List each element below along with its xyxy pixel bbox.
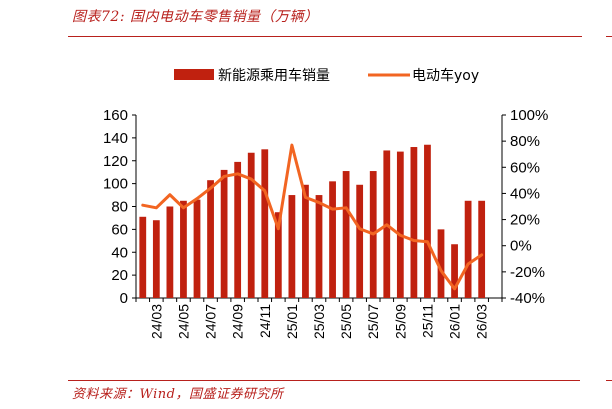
x-tick-label: 25/09: [392, 304, 408, 339]
top-rule-end: [606, 36, 612, 37]
x-tick-label: 26/03: [474, 304, 490, 339]
bar-25/11: [424, 144, 431, 298]
left-tick-label: 20: [111, 267, 128, 284]
bar-26/01: [451, 244, 458, 298]
legend: 新能源乘用车销量 电动车yoy: [174, 67, 479, 84]
bar-24/04: [166, 206, 174, 298]
x-tick-label: 24/09: [230, 304, 246, 339]
bottom-rule: [68, 380, 580, 381]
bottom-rule-end: [606, 380, 612, 381]
right-tick-label: 60%: [510, 159, 540, 176]
right-tick-label: 0%: [510, 238, 532, 255]
bar-26/03: [478, 200, 486, 298]
left-axis-ticks: 0 20 40 60 80 100 120 140 160: [103, 107, 136, 307]
x-tick-label: 26/01: [447, 304, 463, 339]
right-tick-label: 40%: [510, 185, 540, 202]
left-tick-label: 120: [103, 153, 128, 170]
bar-24/06: [193, 199, 201, 298]
bar-25/03: [315, 195, 323, 298]
bar-25/12: [437, 229, 445, 298]
source-note: 资料来源：Wind，国盛证券研究所: [72, 387, 284, 402]
bar-26/02: [464, 200, 472, 298]
right-tick-label: 20%: [510, 212, 540, 229]
x-tick-label: 25/07: [365, 304, 381, 339]
bar-series: [139, 144, 486, 298]
bar-24/09: [234, 161, 242, 298]
chart-area: 新能源乘用车销量 电动车yoy 0 20 40 60 80 100 120 140 160 -4…: [103, 67, 548, 339]
bar-24/07: [207, 180, 214, 298]
bar-25/10: [410, 147, 418, 298]
bar-24/03: [152, 220, 160, 298]
bar-25/09: [396, 151, 404, 298]
left-tick-label: 140: [103, 130, 128, 147]
bar-25/04: [329, 181, 336, 298]
x-tick-label: 25/01: [284, 304, 300, 339]
right-tick-label: 80%: [510, 133, 540, 150]
figure-title: 图表72: 国内电动车零售销量（万辆）: [72, 9, 319, 25]
bar-24/10: [247, 152, 255, 298]
bar-24/05: [180, 200, 187, 298]
legend-label-line: 电动车yoy: [412, 67, 479, 84]
x-tick-label: 24/07: [203, 304, 219, 339]
bar-24/11: [261, 149, 269, 298]
left-tick-label: 0: [120, 290, 128, 307]
yoy-line: [141, 143, 484, 291]
x-tick-label: 24/05: [175, 304, 191, 339]
legend-label-bars: 新能源乘用车销量: [218, 67, 330, 84]
right-tick-label: -40%: [510, 290, 545, 307]
right-tick-label: -20%: [510, 264, 545, 281]
bar-25/05: [342, 171, 350, 298]
left-tick-label: 100: [103, 176, 128, 193]
x-tick-label: 25/11: [419, 304, 435, 338]
bar-25/02: [302, 184, 309, 298]
x-tick-label: 25/03: [311, 304, 327, 339]
left-tick-label: 60: [111, 221, 128, 238]
bar-24/08: [220, 169, 228, 298]
right-tick-label: 100%: [510, 107, 548, 124]
right-axis-ticks: -40% -20% 0% 20% 40% 60% 80% 100%: [502, 107, 548, 307]
x-axis-ticks: 24/03 24/05 24/07 24/09 24/11 25/01 25/03 25/05…: [135, 298, 503, 339]
bar-25/01: [288, 195, 296, 298]
top-rule: [68, 36, 582, 37]
x-tick-label: 24/11: [257, 304, 273, 338]
x-tick-label: 24/03: [148, 304, 164, 339]
left-tick-label: 160: [103, 107, 128, 124]
x-tick-label: 25/05: [338, 304, 354, 339]
left-tick-label: 80: [111, 199, 128, 216]
left-tick-label: 40: [111, 244, 128, 261]
line-series: [141, 143, 484, 291]
legend-swatch-bars: [174, 69, 214, 80]
bar-25/06: [356, 184, 364, 298]
bar-24/02: [139, 216, 147, 298]
bar-24/12: [274, 212, 282, 298]
